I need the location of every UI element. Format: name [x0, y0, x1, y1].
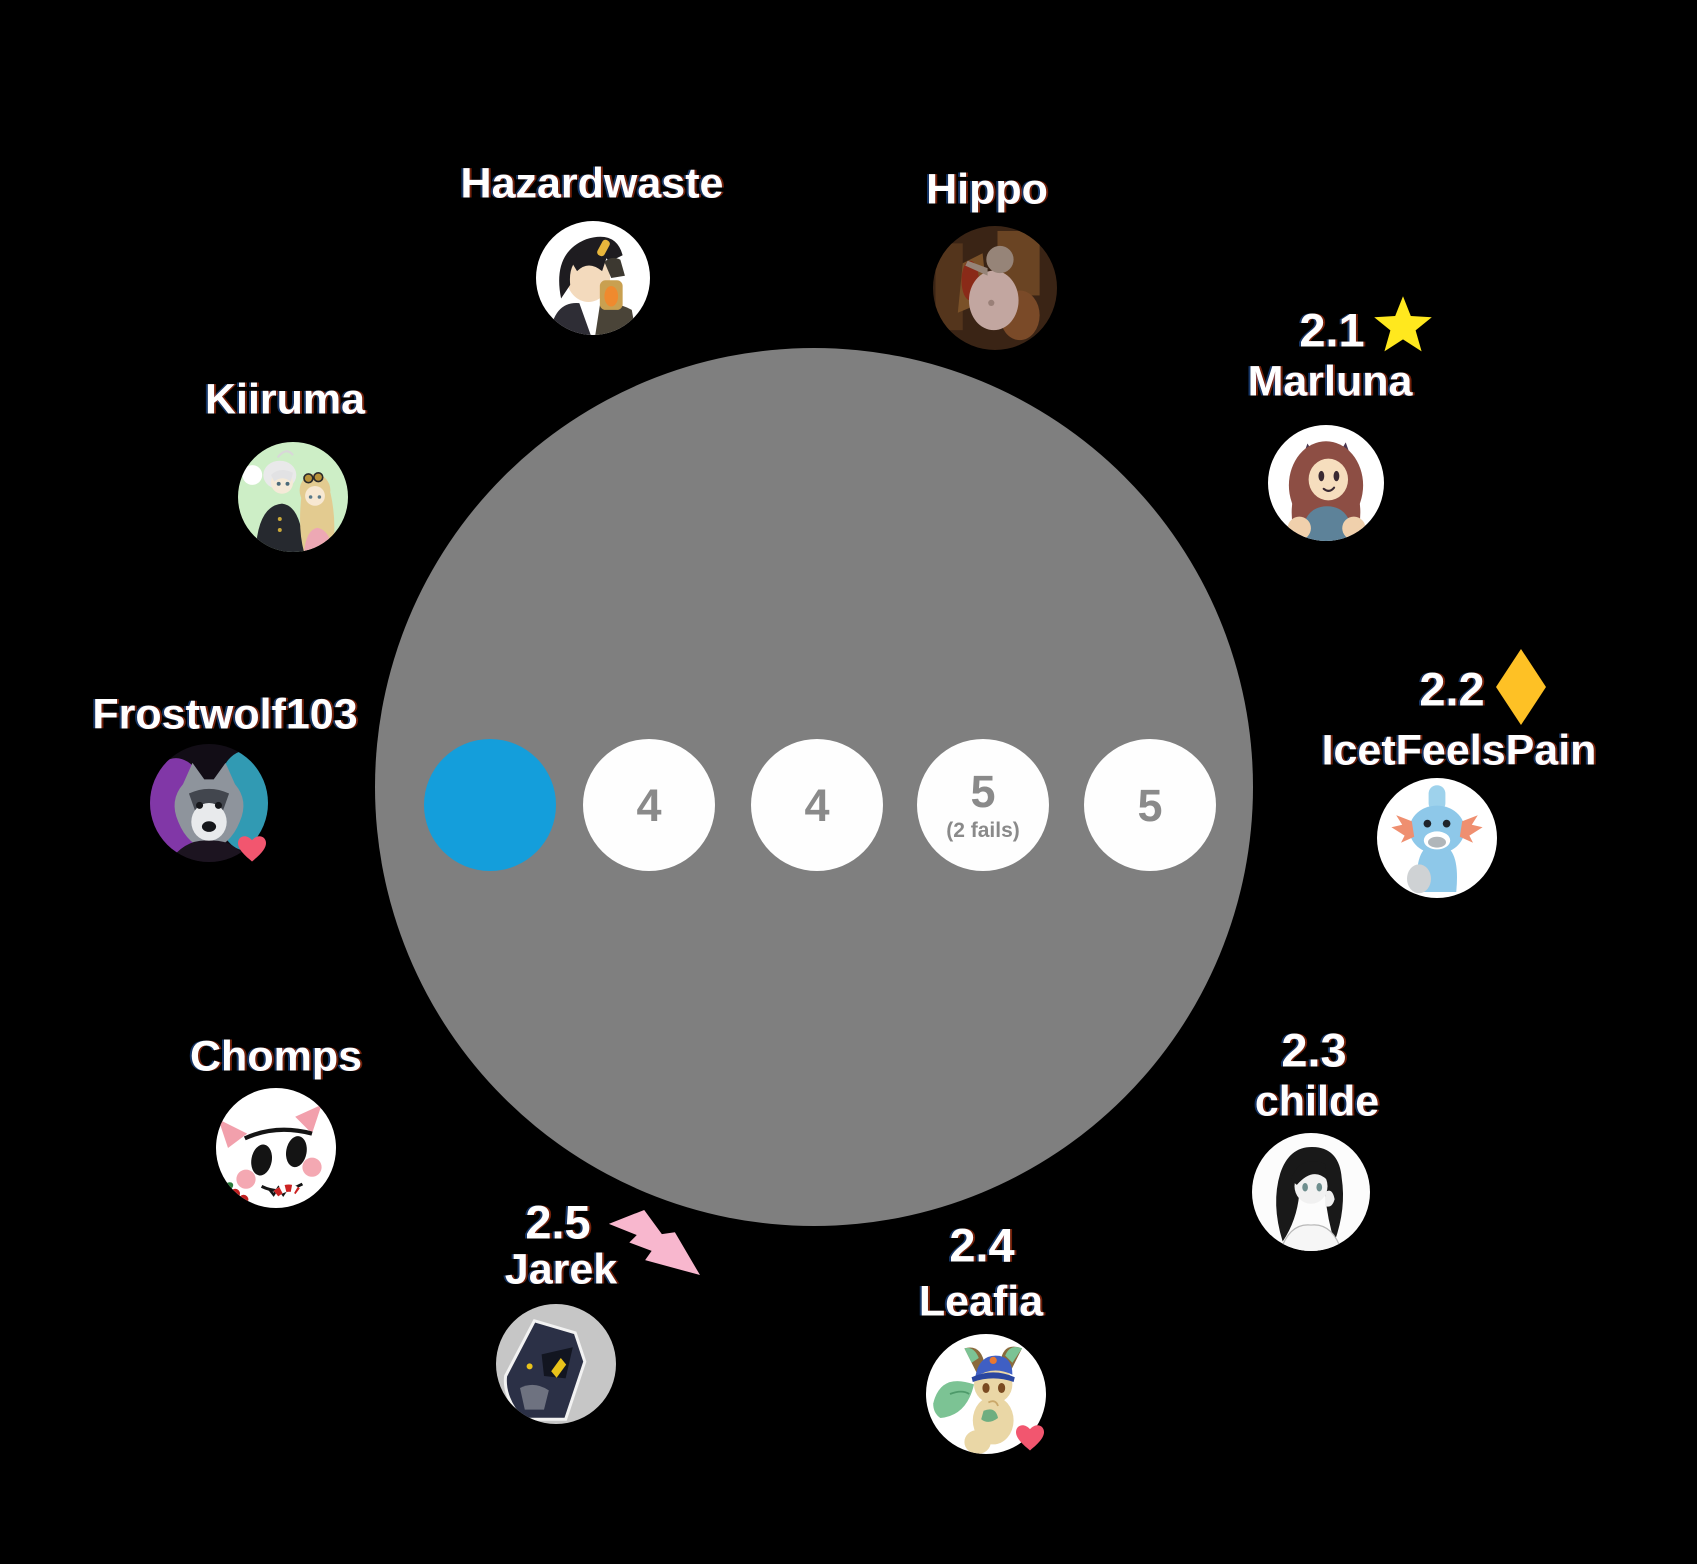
player-name: Chomps	[190, 1032, 362, 1081]
heart-icon	[233, 828, 271, 866]
mission-circle-3[interactable]: 4	[751, 739, 883, 871]
avatar-chomps[interactable]	[216, 1088, 336, 1208]
avatar-jarek[interactable]	[496, 1304, 616, 1424]
mission-4-label: 5	[970, 766, 996, 817]
diamond-icon	[1496, 649, 1546, 725]
player-name: Leafia	[918, 1277, 1044, 1326]
player-name: Hippo	[926, 165, 1048, 214]
avatar-marluna[interactable]	[1268, 425, 1384, 541]
avatar-hippo[interactable]	[933, 226, 1057, 350]
avatar-icetfeelspain[interactable]	[1377, 778, 1497, 898]
player-score: 2.5	[525, 1195, 591, 1249]
player-score: 2.2	[1419, 662, 1485, 716]
mission-circle-2[interactable]: 4	[583, 739, 715, 871]
player-name: Kiiruma	[204, 375, 366, 424]
avatar-childe[interactable]	[1252, 1133, 1370, 1251]
avatar-hazardwaste[interactable]	[536, 221, 650, 335]
player-name: Frostwolf103	[92, 690, 358, 739]
player-name: IcetFeelsPain	[1321, 726, 1597, 775]
player-name: Jarek	[504, 1245, 618, 1294]
mission-circle-4[interactable]: 5 (2 fails)	[917, 739, 1049, 871]
mission-5-label: 5	[1137, 779, 1163, 831]
mission-circle-5[interactable]: 5	[1084, 739, 1216, 871]
mission-3-label: 4	[804, 779, 830, 831]
player-name: Marluna	[1247, 357, 1413, 406]
mission-4-sublabel: (2 fails)	[946, 819, 1020, 842]
player-score: 2.1	[1299, 303, 1365, 357]
heart-icon	[1011, 1417, 1049, 1455]
player-score: 2.3	[1281, 1023, 1347, 1077]
mission-2-label: 4	[636, 779, 662, 831]
lightning-icon	[607, 1208, 700, 1277]
player-name: childe	[1254, 1077, 1380, 1126]
mission-circle-1-success[interactable]	[424, 739, 556, 871]
star-icon	[1373, 296, 1433, 354]
avatar-frostwolf103[interactable]	[150, 744, 268, 862]
player-score: 2.4	[949, 1218, 1015, 1272]
player-name: Hazardwaste	[460, 159, 724, 208]
avatar-kiiruma[interactable]	[238, 442, 348, 552]
